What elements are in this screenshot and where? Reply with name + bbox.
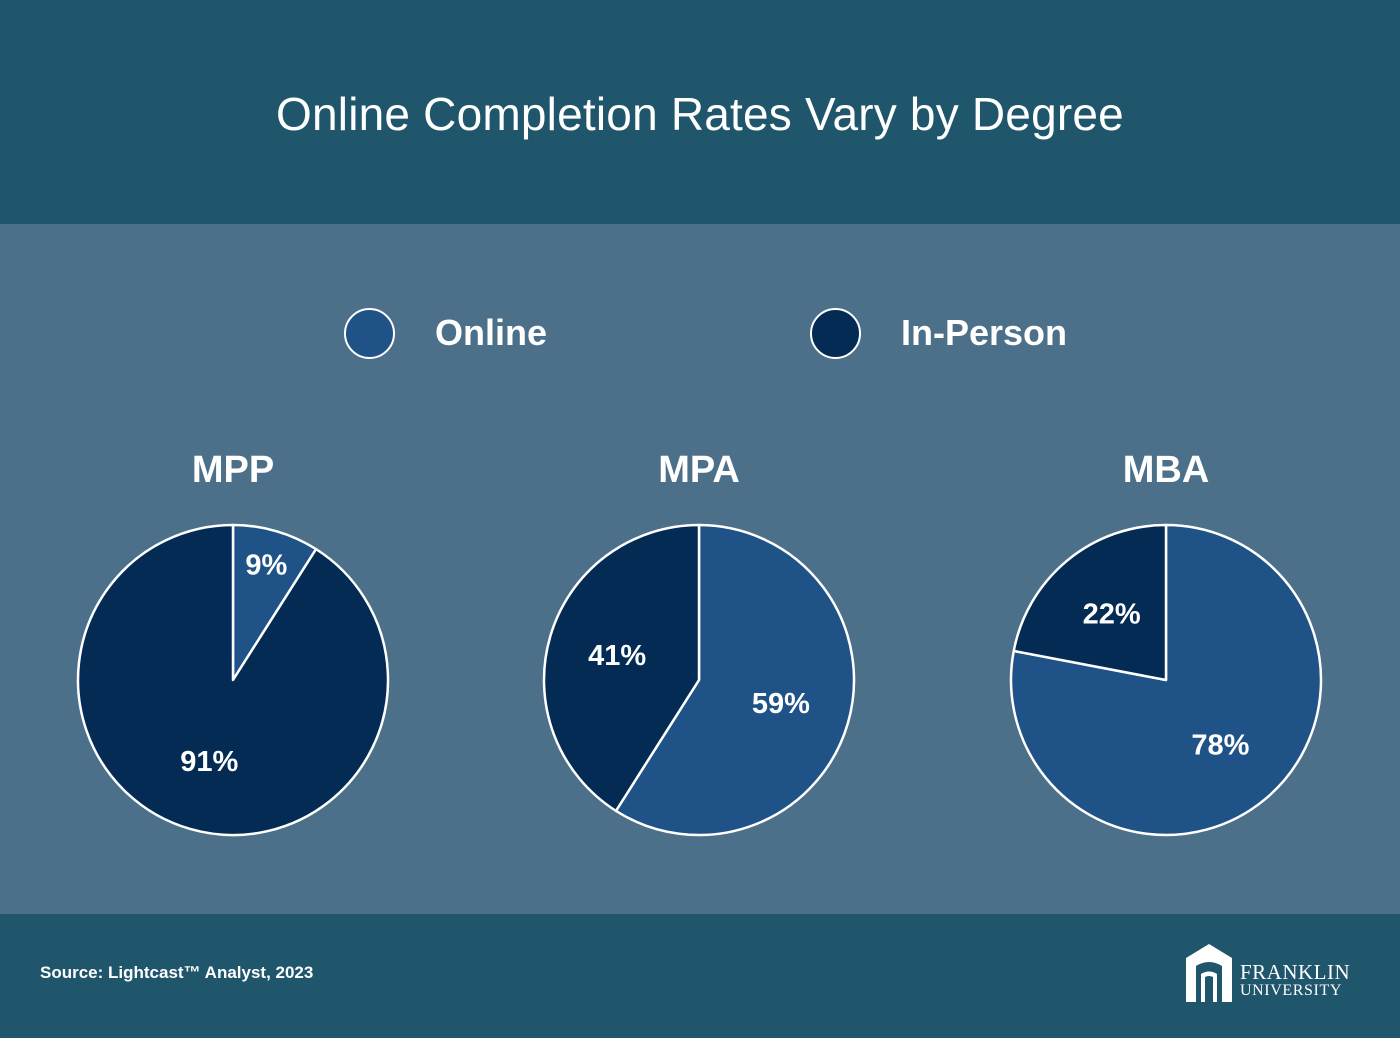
- pie-slice-mpa-in-person: [542, 523, 701, 813]
- pie-label-mpa-in-person: 41%: [588, 640, 646, 672]
- pie-label-mba-in-person: 22%: [1083, 598, 1141, 630]
- pie-slice-mpa-online: [614, 523, 856, 837]
- pie-chart-mba: 78% 22%: [1009, 523, 1323, 837]
- pie-slice-mpp-online: [231, 523, 318, 682]
- logo-text-franklin: FRANKLIN: [1240, 960, 1351, 984]
- franklin-university-logo: FRANKLIN UNIVERSITY: [1186, 944, 1366, 1004]
- pie-chart-mpp: 9% 91%: [76, 523, 390, 837]
- pie-title-mba: MBA: [1122, 449, 1210, 491]
- legend-swatch-in-person: [810, 307, 861, 359]
- pie-slice-mba-in-person: [1012, 523, 1168, 682]
- legend-item-online: Online: [344, 306, 547, 360]
- pie-label-mpp-online: 9%: [245, 549, 287, 581]
- franklin-arch-icon: [1186, 944, 1232, 1002]
- pie-label-mpp-in-person: 91%: [180, 746, 238, 778]
- pie-label-mba-online: 78%: [1191, 730, 1249, 762]
- footer-band: [0, 914, 1400, 1038]
- header-band: [0, 0, 1400, 224]
- pie-slice-mpp-in-person: [76, 523, 390, 837]
- source-note: Source: Lightcast™ Analyst, 2023: [40, 963, 314, 982]
- pie-title-mpa: MPA: [658, 449, 740, 491]
- legend-label-online: Online: [435, 312, 548, 353]
- pie-chart-mpa: 59% 41%: [542, 523, 856, 837]
- pie-title-mpp: MPP: [191, 449, 275, 491]
- legend-swatch-online: [344, 307, 395, 359]
- legend-item-in-person: In-Person: [810, 306, 1067, 360]
- logo-text-university: UNIVERSITY: [1240, 982, 1342, 999]
- pie-slice-mba-online: [1009, 523, 1323, 837]
- legend-label-in-person: In-Person: [901, 312, 1068, 353]
- page-title: Online Completion Rates Vary by Degree: [276, 88, 1124, 140]
- pie-label-mpa-online: 59%: [752, 688, 810, 720]
